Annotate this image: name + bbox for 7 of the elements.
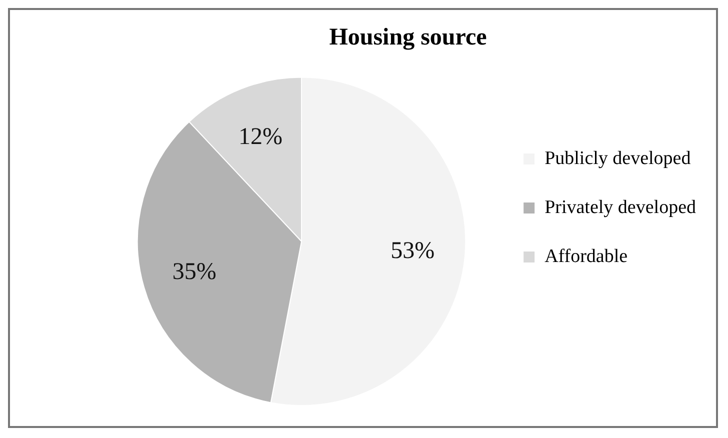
legend-label: Publicly developed: [544, 148, 692, 169]
legend-label: Affordable: [544, 246, 628, 267]
legend-label: Privately developed: [544, 196, 696, 218]
chart-title: Housing source: [329, 24, 488, 51]
data-label: 53%: [390, 238, 435, 264]
data-label: 12%: [238, 124, 282, 150]
data-label: 35%: [172, 258, 216, 285]
